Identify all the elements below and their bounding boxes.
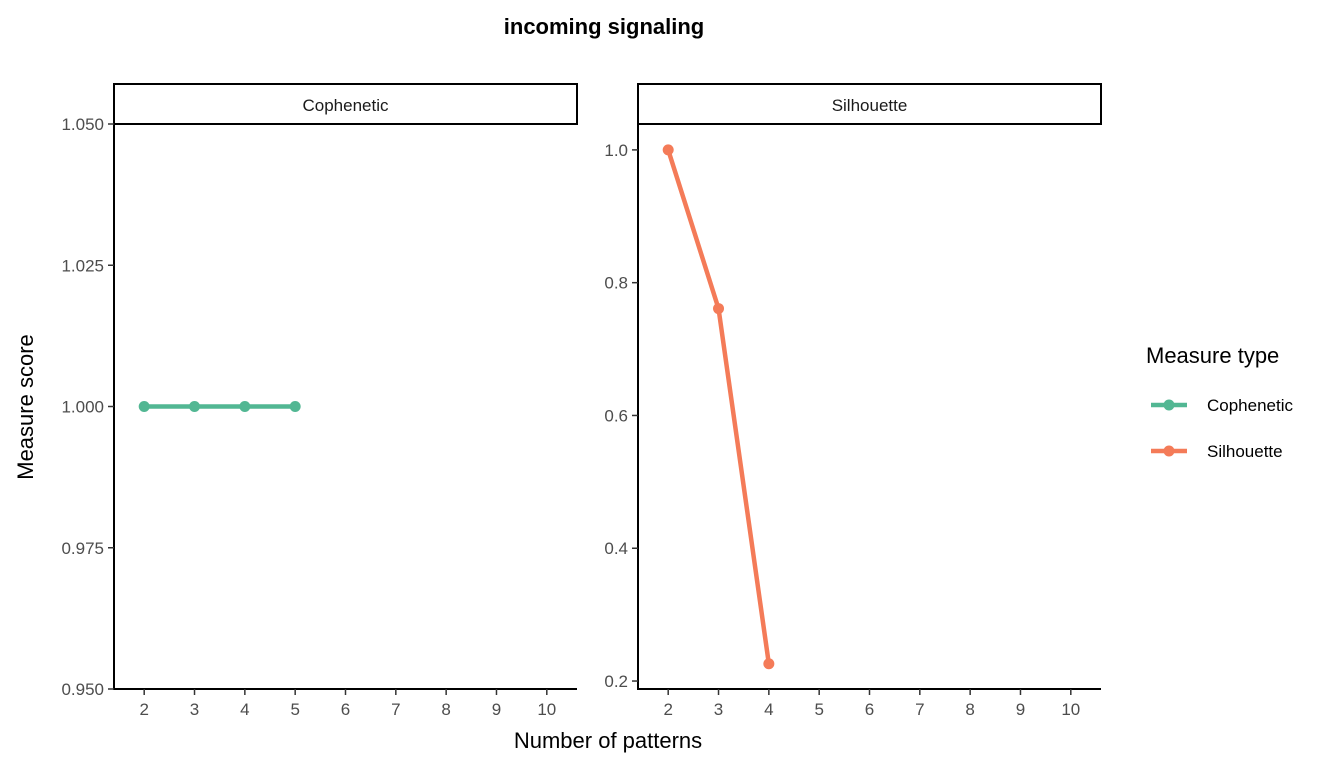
- legend-key-point-cophenetic: [1163, 399, 1175, 411]
- legend-title: Measure type: [1146, 343, 1279, 368]
- x-tick-label-silhouette: 8: [965, 700, 974, 719]
- x-tick-label-cophenetic: 7: [391, 700, 400, 719]
- panel-silhouette: Silhouette 0.2 0.4 0.6 0.8 1.0 2 3 4 5 6 7 8 9 10: [604, 83, 1102, 719]
- data-point-silhouette: [662, 144, 674, 156]
- legend-label-silhouette: Silhouette: [1207, 442, 1283, 461]
- data-point-silhouette: [713, 303, 725, 315]
- x-tick-label-cophenetic: 6: [341, 700, 350, 719]
- strip-box-cophenetic: [113, 83, 578, 125]
- y-axis-title: Measure score: [13, 334, 38, 480]
- strip-label-cophenetic: Cophenetic: [302, 96, 389, 115]
- strip-box-silhouette: [637, 83, 1102, 125]
- series-line-silhouette: [666, 149, 772, 665]
- strip-label-silhouette: Silhouette: [832, 96, 908, 115]
- x-tick-label-silhouette: 10: [1061, 700, 1080, 719]
- data-point-cophenetic: [289, 401, 301, 412]
- x-tick-label-cophenetic: 5: [290, 700, 299, 719]
- x-tick-label-silhouette: 4: [764, 700, 773, 719]
- x-axis-title: Number of patterns: [514, 728, 702, 753]
- y-tick-label-silhouette: 0.2: [604, 672, 628, 691]
- x-tick-label-cophenetic: 9: [492, 700, 501, 719]
- data-point-silhouette: [763, 658, 775, 670]
- x-tick-label-silhouette: 3: [714, 700, 723, 719]
- y-tick-label-silhouette: 1.0: [604, 141, 628, 160]
- y-tick-label-cophenetic: 1.025: [61, 256, 104, 275]
- panel-cophenetic: Cophenetic 0.950 0.975 1.000 1.025 1.050 2 3 4…: [61, 83, 578, 719]
- x-tick-label-silhouette: 6: [865, 700, 874, 719]
- x-tick-label-cophenetic: 10: [537, 700, 556, 719]
- x-tick-label-cophenetic: 4: [240, 700, 249, 719]
- y-tick-label-cophenetic: 0.975: [61, 539, 104, 558]
- y-tick-label-silhouette: 0.6: [604, 406, 628, 425]
- x-tick-label-silhouette: 2: [663, 700, 672, 719]
- data-point-cophenetic: [138, 401, 150, 412]
- y-tick-label-cophenetic: 1.000: [61, 398, 104, 417]
- y-tick-label-cophenetic: 0.950: [61, 680, 104, 699]
- x-tick-label-cophenetic: 2: [139, 700, 148, 719]
- x-tick-label-silhouette: 9: [1016, 700, 1025, 719]
- y-tick-label-cophenetic: 1.050: [61, 115, 104, 134]
- y-tick-label-silhouette: 0.8: [604, 274, 628, 293]
- y-tick-label-silhouette: 0.4: [604, 539, 628, 558]
- legend-label-cophenetic: Cophenetic: [1207, 396, 1294, 415]
- legend: Measure type Cophenetic Silhouette: [1146, 343, 1294, 461]
- data-point-cophenetic: [239, 401, 251, 412]
- x-tick-label-silhouette: 5: [814, 700, 823, 719]
- legend-key-point-silhouette: [1163, 445, 1175, 457]
- x-tick-label-cophenetic: 8: [441, 700, 450, 719]
- data-point-cophenetic: [189, 401, 201, 412]
- chart-title: incoming signaling: [504, 14, 704, 39]
- x-tick-label-silhouette: 7: [915, 700, 924, 719]
- x-tick-label-cophenetic: 3: [190, 700, 199, 719]
